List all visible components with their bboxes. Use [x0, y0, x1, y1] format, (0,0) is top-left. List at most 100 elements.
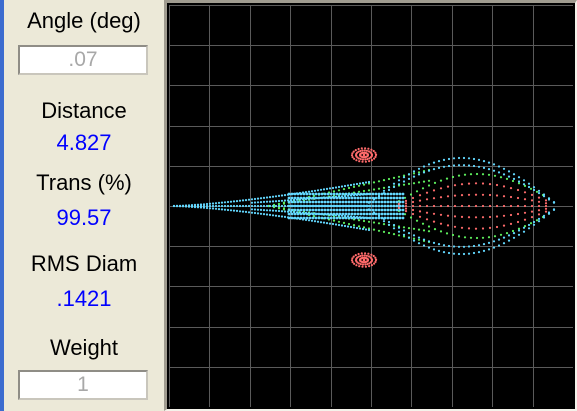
ray-spot [469, 173, 473, 176]
ray-spot [311, 208, 315, 212]
ray-spot [368, 192, 372, 196]
ray-spot [439, 179, 443, 182]
ray-spot [335, 192, 339, 196]
ray-spot [492, 169, 496, 172]
ray-spot [344, 204, 348, 208]
ray-spot [452, 252, 456, 255]
ray-spot [238, 210, 242, 213]
ray-spot [362, 212, 366, 216]
ray-spot [305, 208, 309, 212]
ray-spot [367, 150, 370, 153]
ray-spot [502, 214, 506, 217]
ray-spot [383, 204, 387, 208]
ray-spot [361, 160, 364, 163]
ray-spot [404, 207, 408, 210]
ray-spot [365, 196, 369, 200]
ray-spot [407, 182, 411, 185]
ray-spot [492, 163, 496, 166]
angle-field[interactable]: .07 [18, 45, 148, 75]
ray-spot [350, 212, 354, 216]
ray-spot [398, 204, 402, 208]
ray-spot [268, 200, 272, 203]
ray-spot [544, 202, 548, 205]
ray-spot [495, 215, 499, 218]
ray-spot [355, 264, 358, 267]
ray-spot [265, 204, 269, 208]
ray-spot [365, 208, 369, 212]
ray-spot [226, 204, 230, 208]
ray-spot [453, 194, 457, 197]
ray-spot [404, 204, 408, 208]
ray-spot [397, 175, 401, 178]
ray-spot [357, 225, 361, 228]
ray-spot [370, 264, 373, 267]
ray-spot [462, 164, 466, 167]
ray-spot [290, 208, 294, 212]
ray-spot [359, 200, 363, 204]
ray-spot [392, 216, 396, 220]
ray-spot [432, 248, 436, 251]
ray-spot [497, 171, 501, 174]
ray-spot [293, 216, 297, 220]
ray-spot [402, 233, 406, 236]
ray-spot [374, 153, 378, 156]
ray-spot [320, 192, 324, 196]
ray-spot [411, 208, 415, 212]
ray-spot [299, 196, 303, 200]
ray-spot [329, 212, 333, 216]
ray-spot [220, 208, 224, 211]
ray-spot [334, 223, 338, 226]
ray-spot [262, 209, 266, 212]
ray-spot [338, 208, 342, 212]
ray-spot [374, 208, 378, 212]
ray-spot [214, 202, 218, 205]
ray-spot [299, 216, 303, 220]
ray-spot [265, 209, 269, 212]
ray-spot [365, 149, 368, 152]
ray-spot [353, 204, 357, 208]
ray-spot [529, 222, 533, 225]
ray-spot [418, 194, 422, 197]
ray-spot [238, 199, 242, 202]
ray-spot [367, 208, 371, 211]
ray-spot [359, 208, 363, 212]
ray-spot [355, 182, 359, 186]
ray-spot [277, 209, 281, 213]
ray-spot [387, 220, 391, 224]
ray-spot [474, 193, 478, 196]
ray-spot [331, 222, 335, 226]
ray-spot [329, 208, 333, 212]
ray-spot [332, 219, 336, 222]
ray-spot [477, 158, 481, 161]
ray-spot [287, 204, 291, 208]
ray-spot [397, 226, 401, 229]
ray-spot [439, 187, 443, 190]
ray-spot [535, 190, 539, 193]
ray-spot [335, 200, 339, 204]
ray-spot [482, 243, 486, 246]
ray-spot [290, 204, 294, 208]
ray-spot [445, 232, 449, 235]
ray-spots [172, 147, 556, 268]
ray-spot [437, 166, 441, 169]
ray-spot [374, 155, 377, 158]
ray-spot [516, 212, 520, 216]
ray-spot [359, 149, 362, 153]
ray-spot [193, 204, 197, 208]
ray-spot [361, 149, 364, 152]
weight-field[interactable]: 1 [18, 370, 148, 400]
ray-spot [296, 216, 300, 220]
ray-spot [355, 226, 359, 230]
ray-spot [453, 215, 457, 218]
ray-spot [223, 201, 227, 204]
ray-spot [417, 238, 421, 241]
ray-spot [342, 188, 346, 191]
ray-spot [452, 164, 456, 167]
ray-spot [374, 192, 378, 196]
ray-spot [325, 222, 329, 225]
ray-spot [392, 176, 396, 179]
ray-spot [488, 204, 492, 208]
ray-spot [488, 215, 492, 219]
ray-spot [377, 208, 381, 212]
ray-spot [250, 208, 254, 211]
